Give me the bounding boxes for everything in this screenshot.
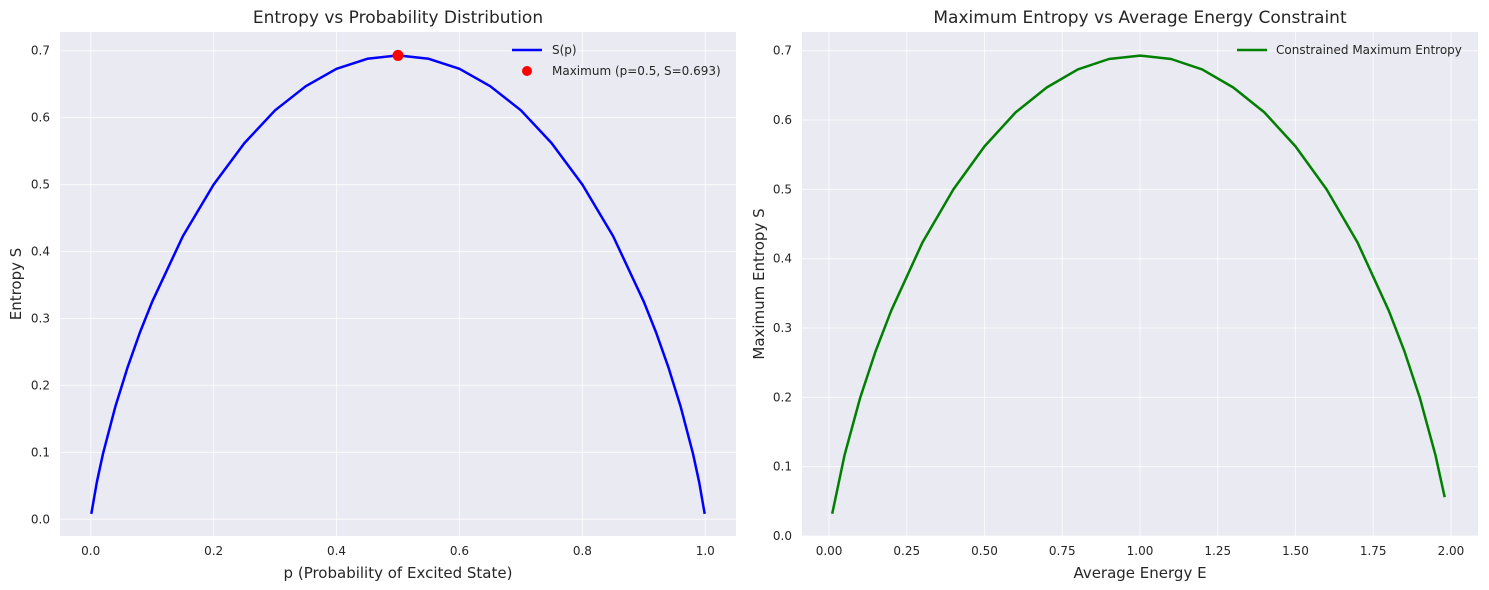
left-y-ticks: 0.0 0.1 0.2 0.3 0.4 0.5 0.6 0.7: [31, 44, 50, 527]
left-y-tick-label: 0.4: [31, 245, 50, 259]
left-x-tick-label: 0.2: [204, 544, 223, 558]
right-x-tick-label: 1.50: [1282, 544, 1309, 558]
right-x-axis-label: Average Energy E: [1073, 564, 1206, 582]
right-y-tick-label: 0.0: [773, 529, 792, 543]
left-x-tick-label: 0.4: [327, 544, 346, 558]
right-x-tick-label: 0.00: [816, 544, 843, 558]
right-y-tick-label: 0.5: [773, 182, 792, 196]
left-y-tick-label: 0.2: [31, 378, 50, 392]
left-chart-title: Entropy vs Probability Distribution: [253, 8, 543, 28]
left-data-point: [393, 50, 404, 61]
right-chart-title: Maximum Entropy vs Average Energy Constr…: [933, 8, 1347, 28]
left-legend-label-1: S(p): [552, 43, 577, 57]
left-x-tick-label: 0.6: [450, 544, 469, 558]
left-x-tick-label: 1.0: [696, 544, 715, 558]
right-y-tick-label: 0.7: [773, 44, 792, 58]
right-y-tick-label: 0.6: [773, 113, 792, 127]
left-x-axis-label: p (Probability of Excited State): [284, 564, 513, 582]
right-y-axis-label: Maximum Entropy S: [750, 208, 768, 359]
left-y-tick-label: 0.3: [31, 311, 50, 325]
right-legend-label: Constrained Maximum Entropy: [1276, 43, 1462, 57]
left-y-tick-label: 0.5: [31, 178, 50, 192]
right-chart: 0.00 0.25 0.50 0.75 1.00 1.25 1.50 1.75 2.00 0.0…: [750, 8, 1478, 582]
right-y-tick-label: 0.3: [773, 321, 792, 335]
right-y-tick-label: 0.2: [773, 390, 792, 404]
right-x-ticks: 0.00 0.25 0.50 0.75 1.00 1.25 1.50 1.75 2.00: [816, 544, 1465, 558]
right-x-tick-label: 1.75: [1360, 544, 1387, 558]
left-y-tick-label: 0.1: [31, 445, 50, 459]
right-y-ticks: 0.0 0.1 0.2 0.3 0.4 0.5 0.6 0.7: [773, 44, 792, 543]
left-legend-point-swatch: [522, 66, 532, 76]
right-y-tick-label: 0.4: [773, 252, 792, 266]
left-y-tick-label: 0.7: [31, 44, 50, 58]
left-chart: 0.0 0.2 0.4 0.6 0.8 1.0 0.0 0.1 0.2 0.3 0.4 0.5 0.6…: [7, 8, 736, 582]
right-x-tick-label: 2.00: [1438, 544, 1465, 558]
right-x-tick-label: 0.25: [893, 544, 920, 558]
left-y-tick-label: 0.0: [31, 512, 50, 526]
left-x-tick-label: 0.8: [573, 544, 592, 558]
left-legend-label-2: Maximum (p=0.5, S=0.693): [552, 64, 721, 78]
right-x-tick-label: 0.75: [1049, 544, 1076, 558]
left-y-tick-label: 0.6: [31, 111, 50, 125]
left-x-tick-label: 0.0: [81, 544, 100, 558]
left-y-axis-label: Entropy S: [7, 248, 25, 321]
right-x-tick-label: 0.50: [971, 544, 998, 558]
right-y-tick-label: 0.1: [773, 460, 792, 474]
right-x-tick-label: 1.25: [1204, 544, 1231, 558]
left-x-ticks: 0.0 0.2 0.4 0.6 0.8 1.0: [81, 544, 715, 558]
right-x-tick-label: 1.00: [1127, 544, 1154, 558]
